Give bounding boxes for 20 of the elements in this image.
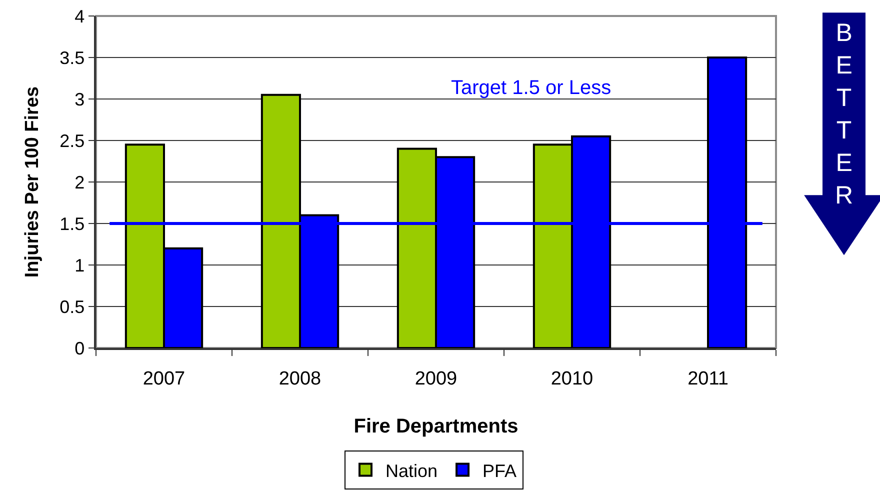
x-tick-label: 2007 [142, 368, 186, 390]
text: BETTER [835, 19, 854, 210]
x-tick-label: 2008 [278, 368, 322, 390]
y-tick-label: 3.5 [60, 48, 85, 68]
x-axis-title: Fire Departments [354, 416, 518, 438]
y-tick-label: 2 [74, 172, 85, 192]
y-tick-label: 0 [74, 338, 85, 358]
y-axis-title: Injuries Per 100 Fires [22, 86, 43, 278]
x-tick-label: 2009 [414, 368, 458, 390]
x-tick-label: 2011 [688, 368, 728, 390]
legend-label: PFA [482, 460, 517, 481]
y-tick-label: 2.5 [60, 130, 85, 151]
y-tick-label: 3 [74, 89, 85, 110]
x-tick-label: 2010 [550, 368, 594, 390]
y-tick-label: 1.5 [60, 214, 85, 234]
y-tick-label: 1 [74, 255, 85, 276]
ref-line-label: Target 1.5 or Less [451, 77, 612, 99]
y-tick-label: 4 [74, 6, 85, 26]
y-tick-label: 0.5 [60, 296, 85, 317]
legend-label: Nation [386, 460, 438, 481]
